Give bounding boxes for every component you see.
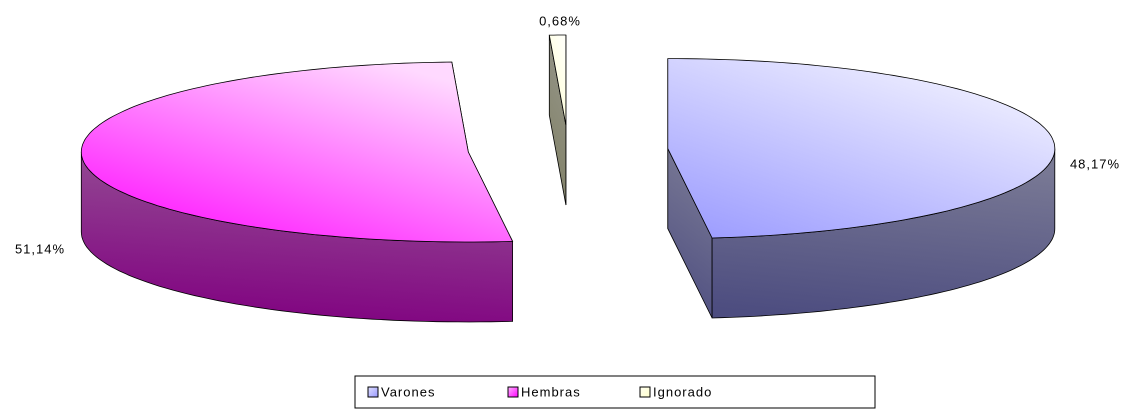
data-label: 51,14%	[15, 241, 65, 256]
legend-swatch	[639, 386, 651, 398]
legend-label: Ignorado	[653, 384, 712, 399]
data-label: 0,68%	[539, 13, 581, 28]
legend-box	[354, 375, 876, 409]
legend-label: Hembras	[521, 384, 581, 399]
legend-swatch	[507, 386, 519, 398]
slice-top	[548, 34, 567, 126]
legend-label: Varones	[381, 384, 435, 399]
data-label: 48,17%	[1070, 156, 1120, 171]
legend-swatch	[367, 386, 379, 398]
slice-top	[667, 58, 1056, 239]
slice-top	[80, 61, 514, 243]
